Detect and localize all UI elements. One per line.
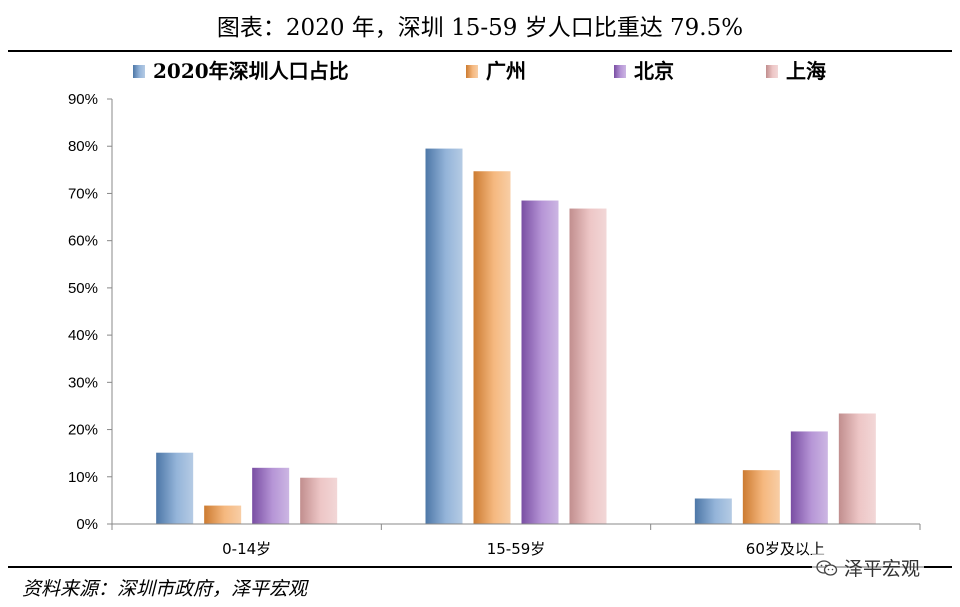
legend-swatch <box>466 65 478 78</box>
bar <box>569 208 607 525</box>
legend-label: 上海 <box>786 59 826 83</box>
y-tick-label: 30% <box>68 374 98 391</box>
bars <box>156 148 876 525</box>
bar <box>252 467 290 524</box>
watermark: 泽平宏观 <box>812 554 925 581</box>
y-tick-label: 60% <box>68 233 98 250</box>
legend: 2020年深圳人口占比 广州 北京 上海 <box>133 59 826 83</box>
y-tick-label: 50% <box>68 280 98 297</box>
y-tick-label: 90% <box>68 91 98 108</box>
bar <box>300 477 338 524</box>
legend-swatch <box>133 65 145 78</box>
legend-swatch <box>614 65 626 78</box>
bar-chart: 2020年深圳人口占比 广州 北京 上海 0% 10% 20% 30% 40% 50% 60% 70… <box>68 59 921 558</box>
legend-label: 广州 <box>486 59 526 83</box>
top-rule <box>8 50 952 52</box>
chart-title: 图表：2020 年，深圳 15-59 岁人口比重达 79.5% <box>216 15 744 41</box>
bar <box>473 171 511 524</box>
bar <box>838 413 876 524</box>
legend-label: 2020年深圳人口占比 <box>153 59 349 83</box>
y-tick-label: 40% <box>68 327 98 344</box>
y-tick-label: 70% <box>68 185 98 202</box>
legend-label: 北京 <box>634 59 674 83</box>
x-tick-label: 15-59岁 <box>487 540 546 558</box>
x-tick-label: 60岁及以上 <box>746 540 825 558</box>
watermark-text: 泽平宏观 <box>844 558 921 580</box>
y-axis: 0% 10% 20% 30% 40% 50% 60% 70% 80% 90% <box>68 91 113 533</box>
x-tick-label: 0-14岁 <box>222 540 271 558</box>
bar <box>694 498 732 524</box>
y-tick-label: 80% <box>68 138 98 155</box>
y-tick-label: 10% <box>68 469 98 486</box>
bar <box>156 452 194 524</box>
bottom-rule <box>8 566 952 568</box>
y-tick-label: 20% <box>68 422 98 439</box>
source-note: 资料来源：深圳市政府，泽平宏观 <box>22 578 308 600</box>
bar <box>790 431 828 524</box>
bar <box>425 148 463 524</box>
bar <box>204 505 242 524</box>
legend-swatch <box>766 65 778 78</box>
wechat-icon <box>816 559 838 576</box>
bar <box>742 470 780 524</box>
x-axis: 0-14岁 15-59岁 60岁及以上 <box>111 523 921 558</box>
y-tick-label: 0% <box>76 516 98 533</box>
bar <box>521 200 559 524</box>
